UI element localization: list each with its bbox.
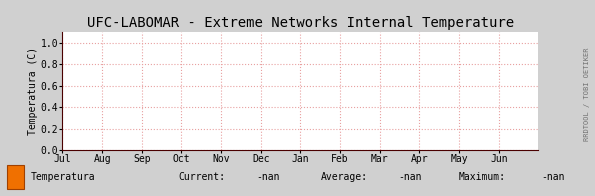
Text: -nan: -nan bbox=[399, 172, 422, 182]
Text: -nan: -nan bbox=[256, 172, 279, 182]
Text: Current:: Current: bbox=[178, 172, 226, 182]
Bar bbox=[7, 165, 24, 189]
Text: Temperatura: Temperatura bbox=[31, 172, 96, 182]
Text: RRDTOOL / TOBI OETIKER: RRDTOOL / TOBI OETIKER bbox=[584, 47, 590, 141]
Y-axis label: Temperatura (C): Temperatura (C) bbox=[28, 47, 38, 135]
Title: UFC-LABOMAR - Extreme Networks Internal Temperature: UFC-LABOMAR - Extreme Networks Internal … bbox=[87, 16, 514, 30]
Text: Maximum:: Maximum: bbox=[458, 172, 505, 182]
Text: -nan: -nan bbox=[541, 172, 565, 182]
Text: Average:: Average: bbox=[321, 172, 368, 182]
